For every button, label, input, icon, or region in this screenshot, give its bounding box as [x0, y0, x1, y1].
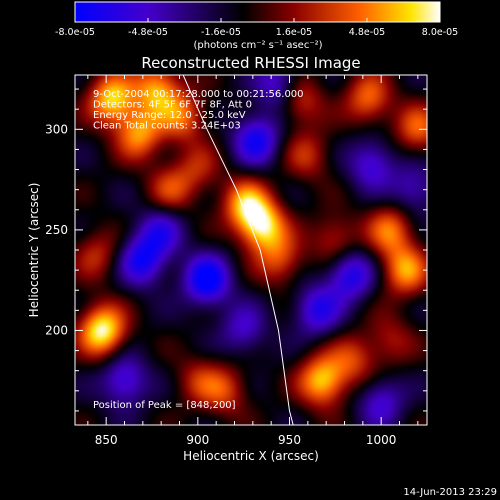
y-tick-label: 200 [45, 323, 68, 337]
colorbar-gradient [74, 1, 441, 23]
colorbar-tick-label: -4.8e-05 [128, 27, 168, 38]
info-annotations: 9-Oct-2004 00:17:28.000 to 00:21:56.000D… [93, 89, 304, 132]
colorbar-tick-label: -8.0e-05 [55, 27, 95, 38]
heatmap-plot-area [75, 75, 427, 425]
chart-title: Reconstructed RHESSI Image [141, 54, 360, 72]
x-tick-label: 900 [186, 433, 209, 447]
y-axis-label: Heliocentric Y (arcsec) [27, 183, 41, 318]
colorbar-tick-label: 4.8e-05 [349, 27, 385, 38]
colorbar-tick-label: -1.6e-05 [201, 27, 241, 38]
colorbar-ticks: -8.0e-05 -4.8e-05 -1.6e-05 1.6e-05 4.8e-05 8.… [55, 18, 458, 38]
colorbar-tick-label: 8.0e-05 [422, 27, 458, 38]
y-tick-label: 250 [45, 223, 68, 237]
y-tick-label: 300 [45, 122, 68, 136]
x-tick-label: 1000 [366, 433, 397, 447]
x-axis-label: Heliocentric X (arcsec) [183, 449, 319, 463]
colorbar-unit-label: (photons cm⁻² s⁻¹ asec⁻²) [193, 40, 322, 51]
solar-limb-curve [182, 75, 294, 425]
heatmap-image [75, 75, 427, 425]
annotation-line: Clean Total counts: 3.24E+03 [93, 121, 241, 132]
colorbar: -8.0e-05 -4.8e-05 -1.6e-05 1.6e-05 4.8e-05 8.… [55, 1, 458, 51]
axis-ticks: 850 900 950 1000 200 250 300 [45, 75, 427, 447]
annotation-line: 9-Oct-2004 00:17:28.000 to 00:21:56.000 [93, 89, 304, 100]
annotation-line: Energy Range: 12.0 - 25.0 keV [93, 110, 246, 121]
annotation-line: Detectors: 4F 5F 6F 7F 8F, Att 0 [93, 100, 252, 111]
footer-timestamp: 14-Jun-2013 23:29 [403, 487, 497, 498]
colorbar-tick-label: 1.6e-05 [276, 27, 312, 38]
x-tick-label: 850 [95, 433, 118, 447]
peak-position-label: Position of Peak = [848,200] [93, 400, 236, 411]
x-tick-label: 950 [278, 433, 301, 447]
